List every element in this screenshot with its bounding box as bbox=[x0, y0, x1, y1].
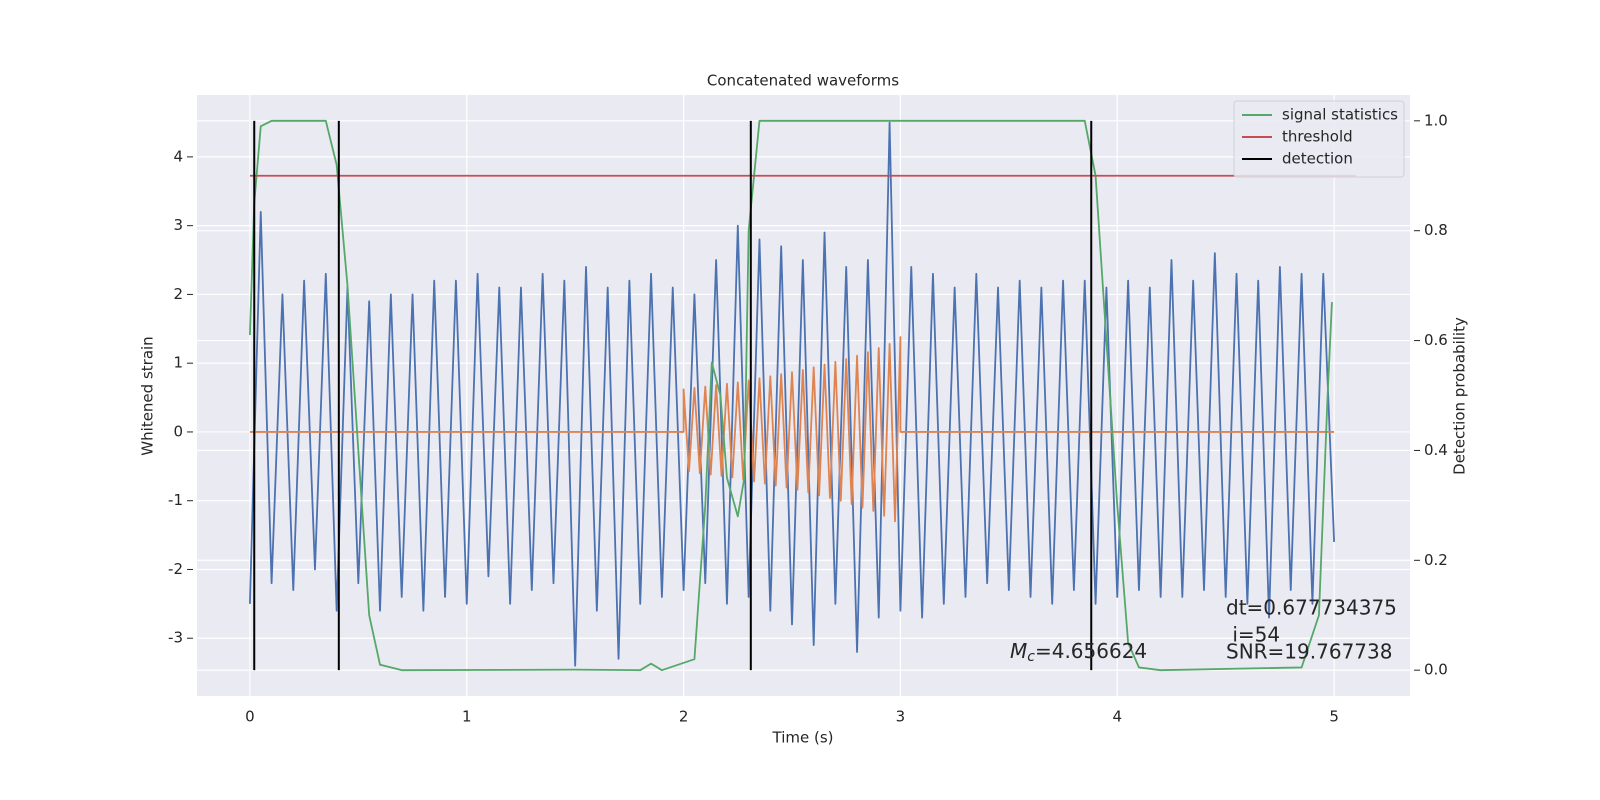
legend-box bbox=[1233, 100, 1405, 178]
y2-tick-label: 1.0 bbox=[1424, 111, 1448, 129]
y2-tick-label: 0.4 bbox=[1424, 441, 1448, 459]
marks bbox=[249, 119, 1356, 672]
legend-label: signal statistics bbox=[1282, 106, 1398, 124]
x-tick-label: 0 bbox=[245, 708, 255, 726]
y-tick-label: -3 bbox=[168, 629, 183, 647]
annotation: c bbox=[1027, 649, 1035, 665]
annotation: i=54 bbox=[1226, 623, 1280, 647]
series-line bbox=[249, 119, 1333, 672]
y-tick-label: -1 bbox=[168, 491, 183, 509]
x-tick-label: 5 bbox=[1329, 708, 1339, 726]
x-tick-label: 3 bbox=[896, 708, 906, 726]
series-line bbox=[249, 121, 1336, 667]
x-tick-label: 2 bbox=[679, 708, 689, 726]
legend-label: detection bbox=[1282, 150, 1353, 168]
chart-title: Concatenated waveforms bbox=[707, 72, 899, 90]
annotation: =4.656624 bbox=[1035, 639, 1147, 663]
y-tick-label: 3 bbox=[173, 216, 183, 234]
annotation: dt=0.677734375 bbox=[1226, 596, 1397, 620]
y-tick-label: 2 bbox=[173, 285, 183, 303]
chirp-mass: Mc=4.656624 bbox=[1010, 639, 1147, 666]
x-tick-label: 1 bbox=[462, 708, 472, 726]
y2-tick-label: 0.6 bbox=[1424, 331, 1448, 349]
series-line bbox=[249, 336, 1335, 523]
y-tick-label: 4 bbox=[173, 147, 183, 165]
y-tick-label: 1 bbox=[173, 354, 183, 372]
y-tick-label: 0 bbox=[173, 422, 183, 440]
legend-label: threshold bbox=[1282, 128, 1353, 146]
y2-tick-label: 0.8 bbox=[1424, 221, 1448, 239]
annotation: M bbox=[1010, 639, 1027, 663]
grid bbox=[197, 95, 1410, 696]
annotation: SNR=19.767738 bbox=[1226, 640, 1392, 664]
legend: signal statistics threshold detection bbox=[1233, 100, 1405, 178]
x-tick-label: 4 bbox=[1112, 708, 1122, 726]
y2-axis-label: Detection probability bbox=[1451, 317, 1469, 475]
y-axis-label: Whitened strain bbox=[139, 336, 157, 455]
y2-tick-label: 0.2 bbox=[1424, 551, 1448, 569]
x-axis-label: Time (s) bbox=[772, 729, 834, 747]
y-tick-label: -2 bbox=[168, 560, 183, 578]
y2-tick-label: 0.0 bbox=[1424, 661, 1448, 679]
